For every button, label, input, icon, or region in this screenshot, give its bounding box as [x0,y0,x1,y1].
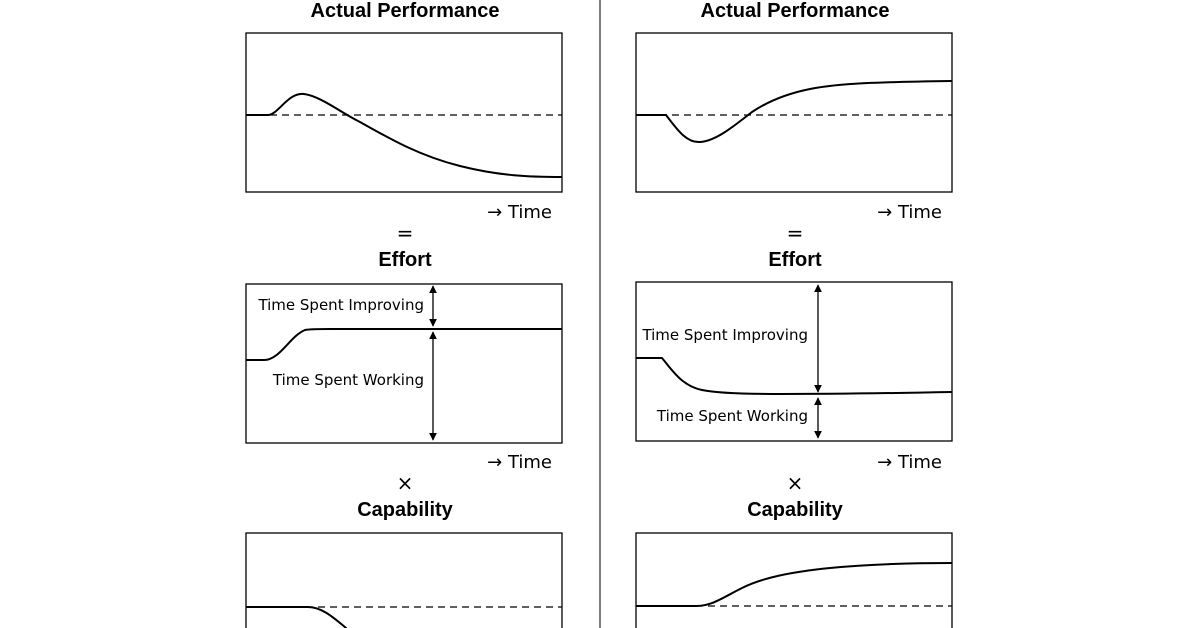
left-effort-title: Effort [378,249,432,271]
left-capability-panel [245,532,563,628]
left-effort-panel [245,283,563,444]
left-improving-label: Time Spent Improving [257,296,424,314]
right-performance-curve [636,80,953,144]
right-equals-operator: = [787,221,804,245]
right-working-label: Time Spent Working [656,407,808,425]
left-performance-panel [245,32,563,193]
right-performance-title: Actual Performance [701,0,890,22]
left-times-operator: × [397,471,414,495]
right-column: Actual Performance → Time = Effort Time … [635,0,953,628]
right-capability-curve [636,562,953,607]
left-performance-title: Actual Performance [311,0,500,22]
left-working-label: Time Spent Working [272,371,424,389]
right-capability-panel [635,532,953,628]
left-effort-curve [246,328,562,361]
right-capability-title: Capability [747,499,843,521]
left-equals-operator: = [397,221,414,245]
left-capability-curve [246,606,348,628]
right-performance-panel [635,32,953,193]
right-effort-curve [636,357,953,396]
right-times-operator: × [787,471,804,495]
left-time-label-2: → Time [487,452,552,473]
right-effort-title: Effort [768,249,822,271]
right-effort-panel [635,281,953,442]
right-time-label-1: → Time [877,202,942,223]
left-column: Actual Performance → Time = Effort Time … [245,0,563,628]
right-time-label-2: → Time [877,452,942,473]
left-time-label-1: → Time [487,202,552,223]
right-improving-label: Time Spent Improving [641,326,808,344]
left-performance-curve [246,92,563,178]
left-capability-title: Capability [357,499,453,521]
